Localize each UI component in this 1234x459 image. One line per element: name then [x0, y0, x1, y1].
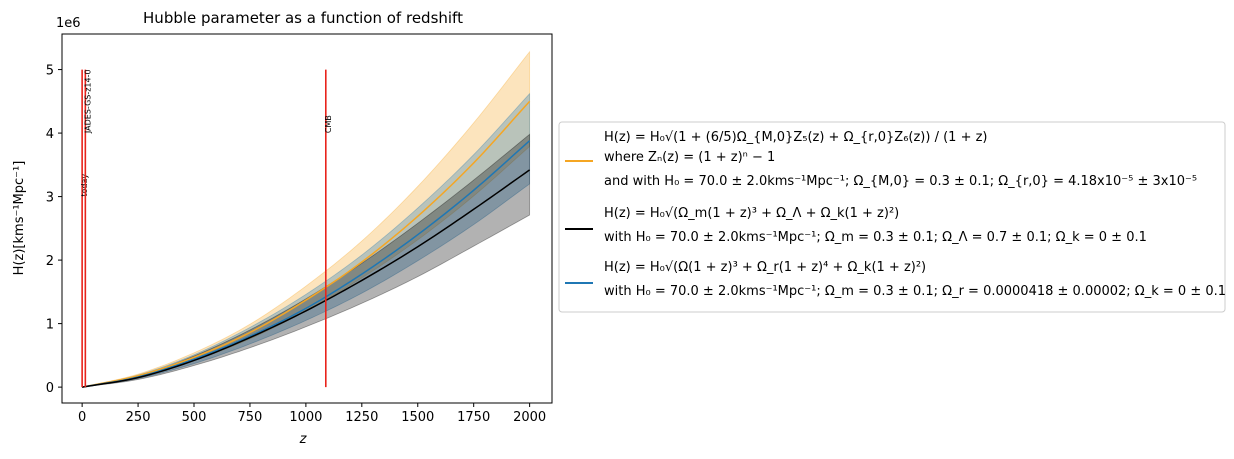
chart-title: Hubble parameter as a function of redshi… — [143, 9, 463, 27]
series-1-line — [82, 169, 531, 388]
legend-entry-1-line-0: H(z) = H₀√(Ω_m(1 + z)³ + Ω_Λ + Ω_k(1 + z… — [604, 206, 899, 221]
x-axis-label: z — [299, 432, 308, 447]
y-tick-label-0: 0 — [46, 381, 54, 396]
x-tick-label-3: 750 — [238, 410, 263, 425]
x-tick-label-0: 0 — [78, 410, 86, 425]
series-1-band — [82, 133, 531, 388]
x-tick-label-1: 250 — [126, 410, 151, 425]
y-tick-label-2: 2 — [46, 254, 54, 269]
y-tick-label-4: 4 — [46, 127, 54, 142]
legend-entry-2-line-1: with H₀ = 70.0 ± 2.0kms⁻¹Mpc⁻¹; Ω_m = 0.… — [604, 284, 1226, 299]
legend-entry-1-line-1: with H₀ = 70.0 ± 2.0kms⁻¹Mpc⁻¹; Ω_m = 0.… — [604, 230, 1147, 245]
legend-entry-0-line-2: and with H₀ = 70.0 ± 2.0kms⁻¹Mpc⁻¹; Ω_{M… — [604, 174, 1197, 189]
plot-area: todayJADES-GS-z14-0CMB025050075010001250… — [46, 33, 553, 425]
y-tick-label-3: 3 — [46, 191, 54, 206]
legend: H(z) = H₀√(1 + (6/5)Ω_{M,0}Z₅(z) + Ω_{r,… — [558, 121, 1226, 313]
x-tick-label-6: 1500 — [401, 410, 434, 425]
axes-frame — [61, 33, 553, 404]
vline-label-2: CMB — [324, 115, 333, 133]
series-2-band — [82, 92, 531, 388]
vline-label-1: JADES-GS-z14-0 — [83, 69, 92, 134]
x-tick-label-5: 1250 — [345, 410, 378, 425]
legend-entry-0-line-1: where Zₙ(z) = (1 + z)ⁿ − 1 — [604, 150, 775, 165]
y-tick-label-5: 5 — [46, 64, 54, 79]
y-tick-label-1: 1 — [46, 318, 54, 333]
x-tick-label-8: 2000 — [513, 410, 546, 425]
x-tick-label-7: 1750 — [457, 410, 490, 425]
x-tick-label-2: 500 — [182, 410, 207, 425]
legend-frame — [558, 121, 1226, 313]
series-0-band — [82, 50, 531, 388]
legend-entry-0-line-0: H(z) = H₀√(1 + (6/5)Ω_{M,0}Z₅(z) + Ω_{r,… — [604, 130, 988, 145]
x-tick-label-4: 1000 — [289, 410, 322, 425]
legend-entry-2-line-0: H(z) = H₀√(Ω(1 + z)³ + Ω_r(1 + z)⁴ + Ω_k… — [604, 260, 926, 275]
series-0-line — [81, 100, 531, 388]
series-2-line — [82, 140, 531, 388]
y-axis-multiplier: 1e6 — [56, 16, 81, 31]
y-axis-label: H(z)[kms⁻¹Mpc⁻¹] — [12, 161, 27, 276]
